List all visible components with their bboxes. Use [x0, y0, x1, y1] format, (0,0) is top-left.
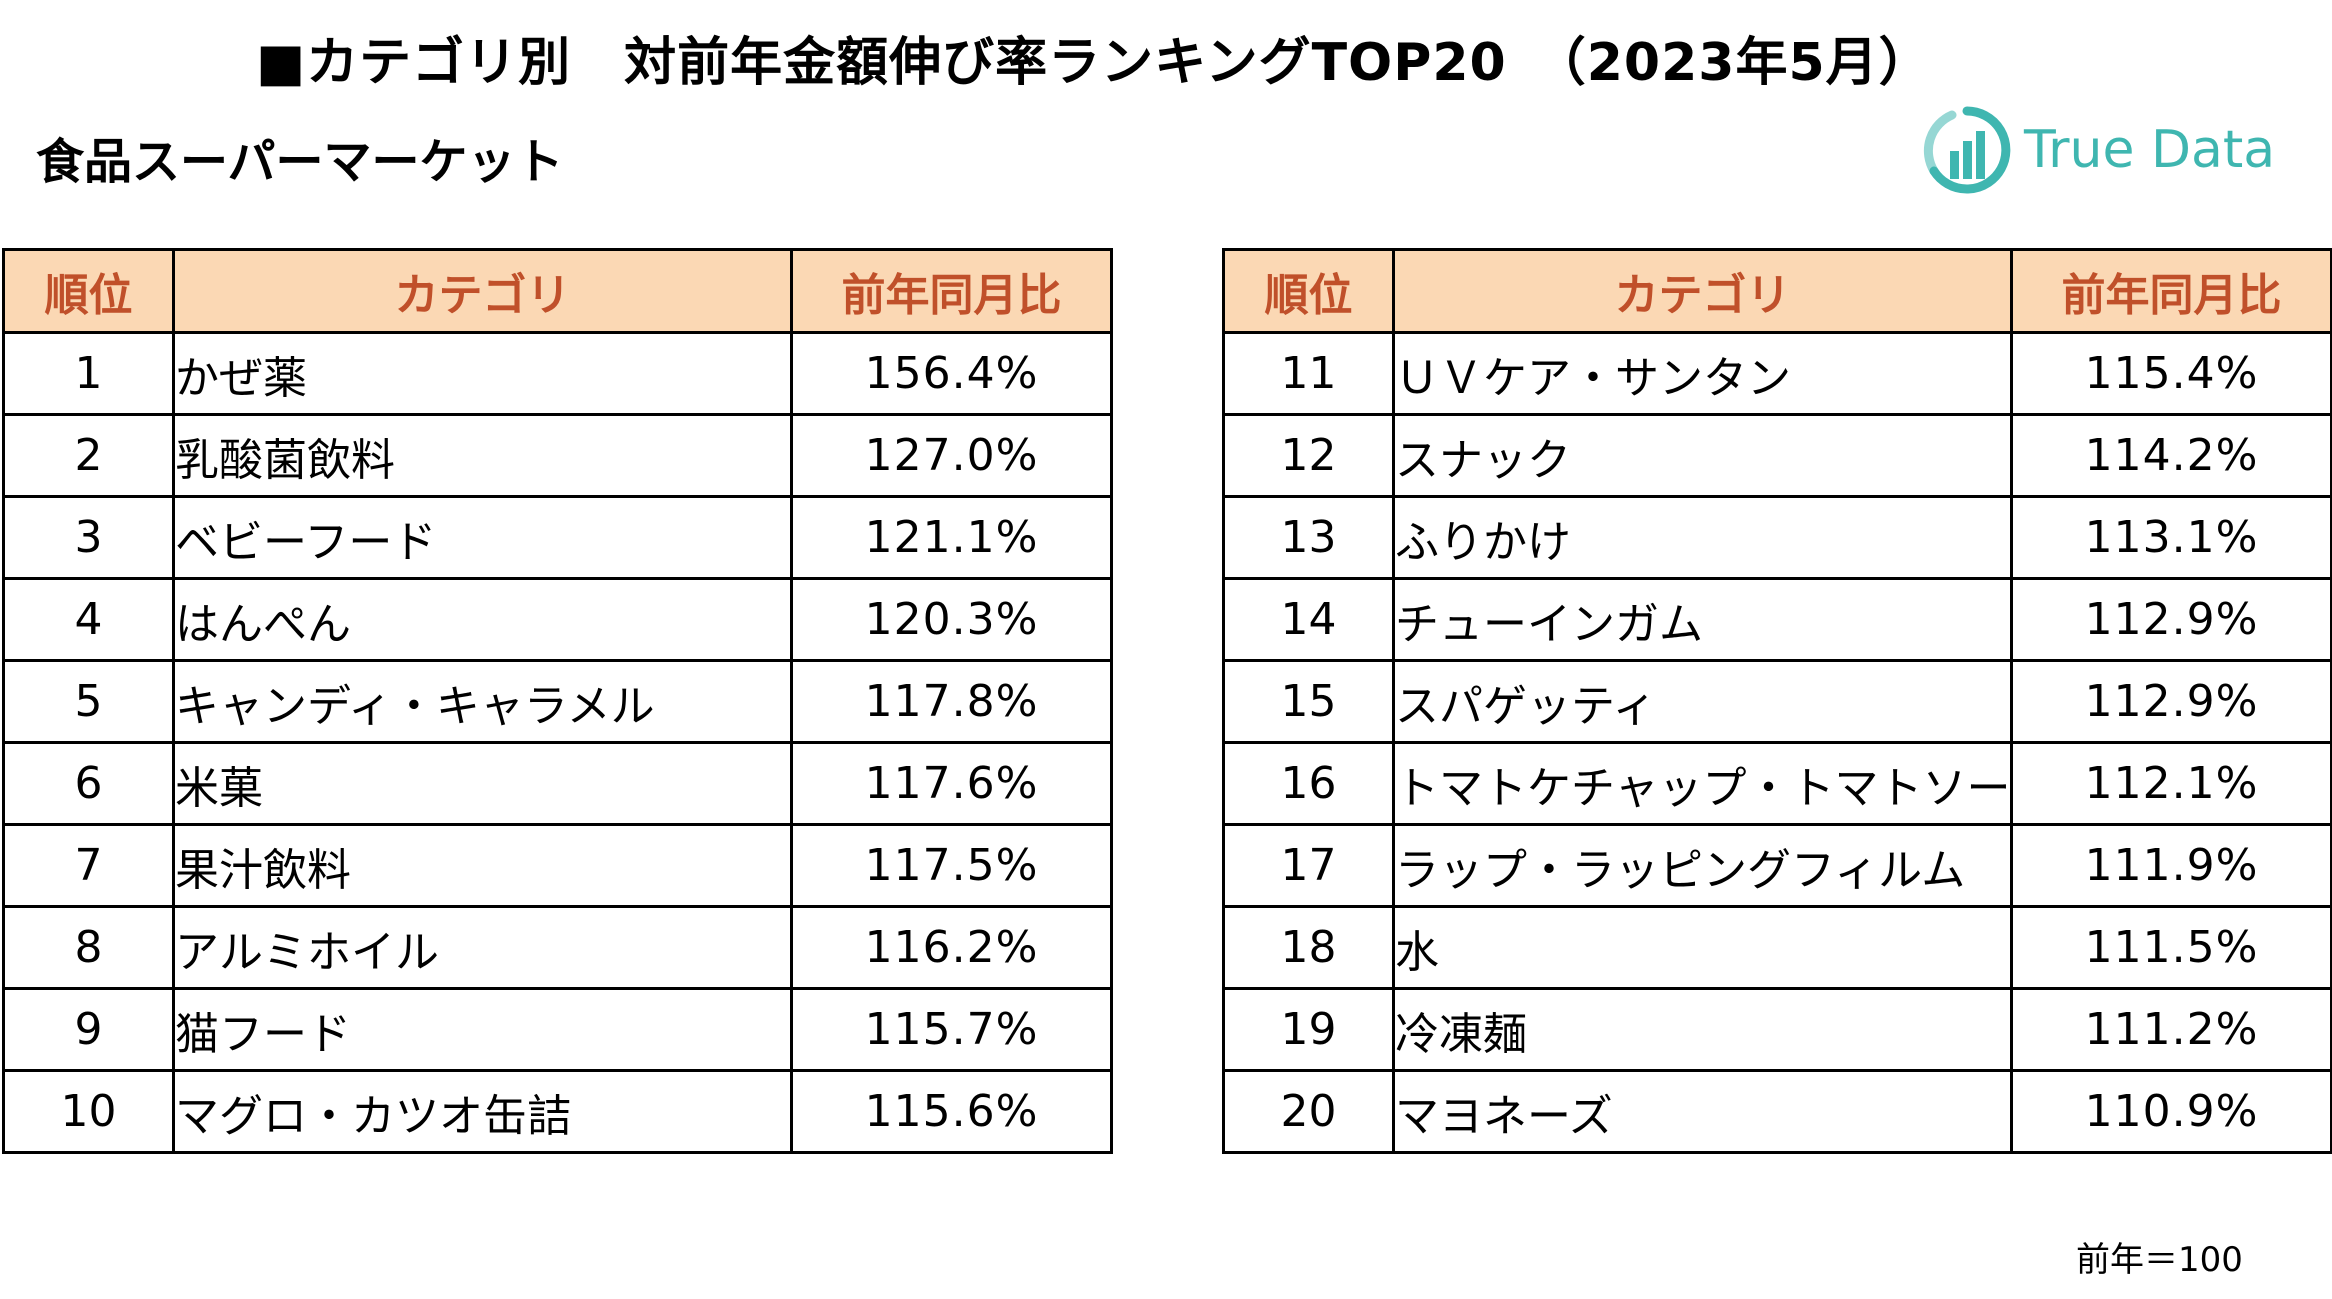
page-title: ■カテゴリ別 対前年金額伸び率ランキングTOP20 （2023年5月） — [256, 33, 1932, 93]
rank-cell: 7 — [2, 823, 175, 908]
rank-cell: 17 — [1222, 823, 1395, 908]
rank-cell: 6 — [2, 741, 175, 826]
table-row: 5 キャンディ・キャラメル 117.8% — [2, 659, 1113, 744]
table-row: 17 ラップ・ラッピングフィルム 111.9% — [1222, 823, 2332, 908]
header-category: カテゴリ — [1392, 248, 2013, 334]
rank-cell: 20 — [1222, 1069, 1395, 1154]
true-data-logo: True Data — [1922, 104, 2302, 196]
ratio-cell: 115.7% — [790, 987, 1113, 1072]
category-cell: 果汁飲料 — [172, 823, 793, 908]
table-row: 9 猫フード 115.7% — [2, 987, 1113, 1072]
category-cell: マグロ・カツオ缶詰 — [172, 1069, 793, 1154]
ratio-cell: 110.9% — [2010, 1069, 2332, 1154]
rank-cell: 19 — [1222, 987, 1395, 1072]
rank-cell: 12 — [1222, 413, 1395, 498]
header-ratio: 前年同月比 — [2010, 248, 2332, 334]
ranking-table-left: 順位 カテゴリ 前年同月比 1 かぜ薬 156.4% 2 乳酸菌飲料 127.0… — [2, 248, 1113, 1154]
rank-cell: 8 — [2, 905, 175, 990]
category-cell: 水 — [1392, 905, 2013, 990]
header-category: カテゴリ — [172, 248, 793, 334]
ratio-cell: 112.1% — [2010, 741, 2332, 826]
table-row: 7 果汁飲料 117.5% — [2, 823, 1113, 908]
rank-cell: 5 — [2, 659, 175, 744]
true-data-logo-text: True Data — [2024, 120, 2276, 180]
rank-cell: 4 — [2, 577, 175, 662]
ratio-cell: 115.6% — [790, 1069, 1113, 1154]
table-row: 11 ＵＶケア・サンタン 115.4% — [1222, 331, 2332, 416]
table-row: 10 マグロ・カツオ缶詰 115.6% — [2, 1069, 1113, 1154]
rank-cell: 14 — [1222, 577, 1395, 662]
category-cell: トマトケチャップ・トマトソース — [1392, 741, 2013, 826]
rank-cell: 3 — [2, 495, 175, 580]
ratio-cell: 127.0% — [790, 413, 1113, 498]
table-row: 15 スパゲッティ 112.9% — [1222, 659, 2332, 744]
rank-cell: 1 — [2, 331, 175, 416]
ranking-table-right: 順位 カテゴリ 前年同月比 11 ＵＶケア・サンタン 115.4% 12 スナッ… — [1222, 248, 2332, 1154]
header-rank: 順位 — [1222, 248, 1395, 334]
table-header-row: 順位 カテゴリ 前年同月比 — [2, 248, 1113, 334]
ratio-cell: 117.5% — [790, 823, 1113, 908]
ratio-cell: 121.1% — [790, 495, 1113, 580]
true-data-logo-icon — [1923, 106, 2011, 194]
ratio-cell: 120.3% — [790, 577, 1113, 662]
table-row: 2 乳酸菌飲料 127.0% — [2, 413, 1113, 498]
category-cell: ラップ・ラッピングフィルム — [1392, 823, 2013, 908]
category-cell: スパゲッティ — [1392, 659, 2013, 744]
rank-cell: 11 — [1222, 331, 1395, 416]
rank-cell: 13 — [1222, 495, 1395, 580]
table-row: 16 トマトケチャップ・トマトソース 112.1% — [1222, 741, 2332, 826]
ratio-cell: 117.8% — [790, 659, 1113, 744]
table-row: 20 マヨネーズ 110.9% — [1222, 1069, 2332, 1154]
ratio-cell: 114.2% — [2010, 413, 2332, 498]
category-cell: アルミホイル — [172, 905, 793, 990]
ratio-cell: 115.4% — [2010, 331, 2332, 416]
ratio-cell: 111.5% — [2010, 905, 2332, 990]
header-rank: 順位 — [2, 248, 175, 334]
ratio-cell: 117.6% — [790, 741, 1113, 826]
table-row: 18 水 111.5% — [1222, 905, 2332, 990]
ratio-cell: 111.9% — [2010, 823, 2332, 908]
rank-cell: 16 — [1222, 741, 1395, 826]
rank-cell: 15 — [1222, 659, 1395, 744]
base-note: 前年＝100 — [2076, 1240, 2243, 1280]
header-ratio: 前年同月比 — [790, 248, 1113, 334]
ratio-cell: 116.2% — [790, 905, 1113, 990]
category-cell: ベビーフード — [172, 495, 793, 580]
rank-cell: 9 — [2, 987, 175, 1072]
table-row: 3 ベビーフード 121.1% — [2, 495, 1113, 580]
table-row: 13 ふりかけ 113.1% — [1222, 495, 2332, 580]
ratio-cell: 156.4% — [790, 331, 1113, 416]
table-row: 6 米菓 117.6% — [2, 741, 1113, 826]
table-header-row: 順位 カテゴリ 前年同月比 — [1222, 248, 2332, 334]
ratio-cell: 112.9% — [2010, 659, 2332, 744]
category-cell: かぜ薬 — [172, 331, 793, 416]
table-row: 8 アルミホイル 116.2% — [2, 905, 1113, 990]
category-cell: キャンディ・キャラメル — [172, 659, 793, 744]
rank-cell: 10 — [2, 1069, 175, 1154]
category-cell: 乳酸菌飲料 — [172, 413, 793, 498]
rank-cell: 2 — [2, 413, 175, 498]
ratio-cell: 113.1% — [2010, 495, 2332, 580]
table-row: 12 スナック 114.2% — [1222, 413, 2332, 498]
category-cell: スナック — [1392, 413, 2013, 498]
category-cell: 米菓 — [172, 741, 793, 826]
category-cell: ふりかけ — [1392, 495, 2013, 580]
table-row: 19 冷凍麺 111.2% — [1222, 987, 2332, 1072]
table-row: 4 はんぺん 120.3% — [2, 577, 1113, 662]
category-cell: マヨネーズ — [1392, 1069, 2013, 1154]
table-row: 1 かぜ薬 156.4% — [2, 331, 1113, 416]
rank-cell: 18 — [1222, 905, 1395, 990]
category-cell: チューインガム — [1392, 577, 2013, 662]
category-cell: 冷凍麺 — [1392, 987, 2013, 1072]
category-cell: はんぺん — [172, 577, 793, 662]
category-cell: 猫フード — [172, 987, 793, 1072]
category-cell: ＵＶケア・サンタン — [1392, 331, 2013, 416]
ratio-cell: 111.2% — [2010, 987, 2332, 1072]
page-subtitle: 食品スーパーマーケット — [36, 134, 564, 190]
ratio-cell: 112.9% — [2010, 577, 2332, 662]
table-row: 14 チューインガム 112.9% — [1222, 577, 2332, 662]
